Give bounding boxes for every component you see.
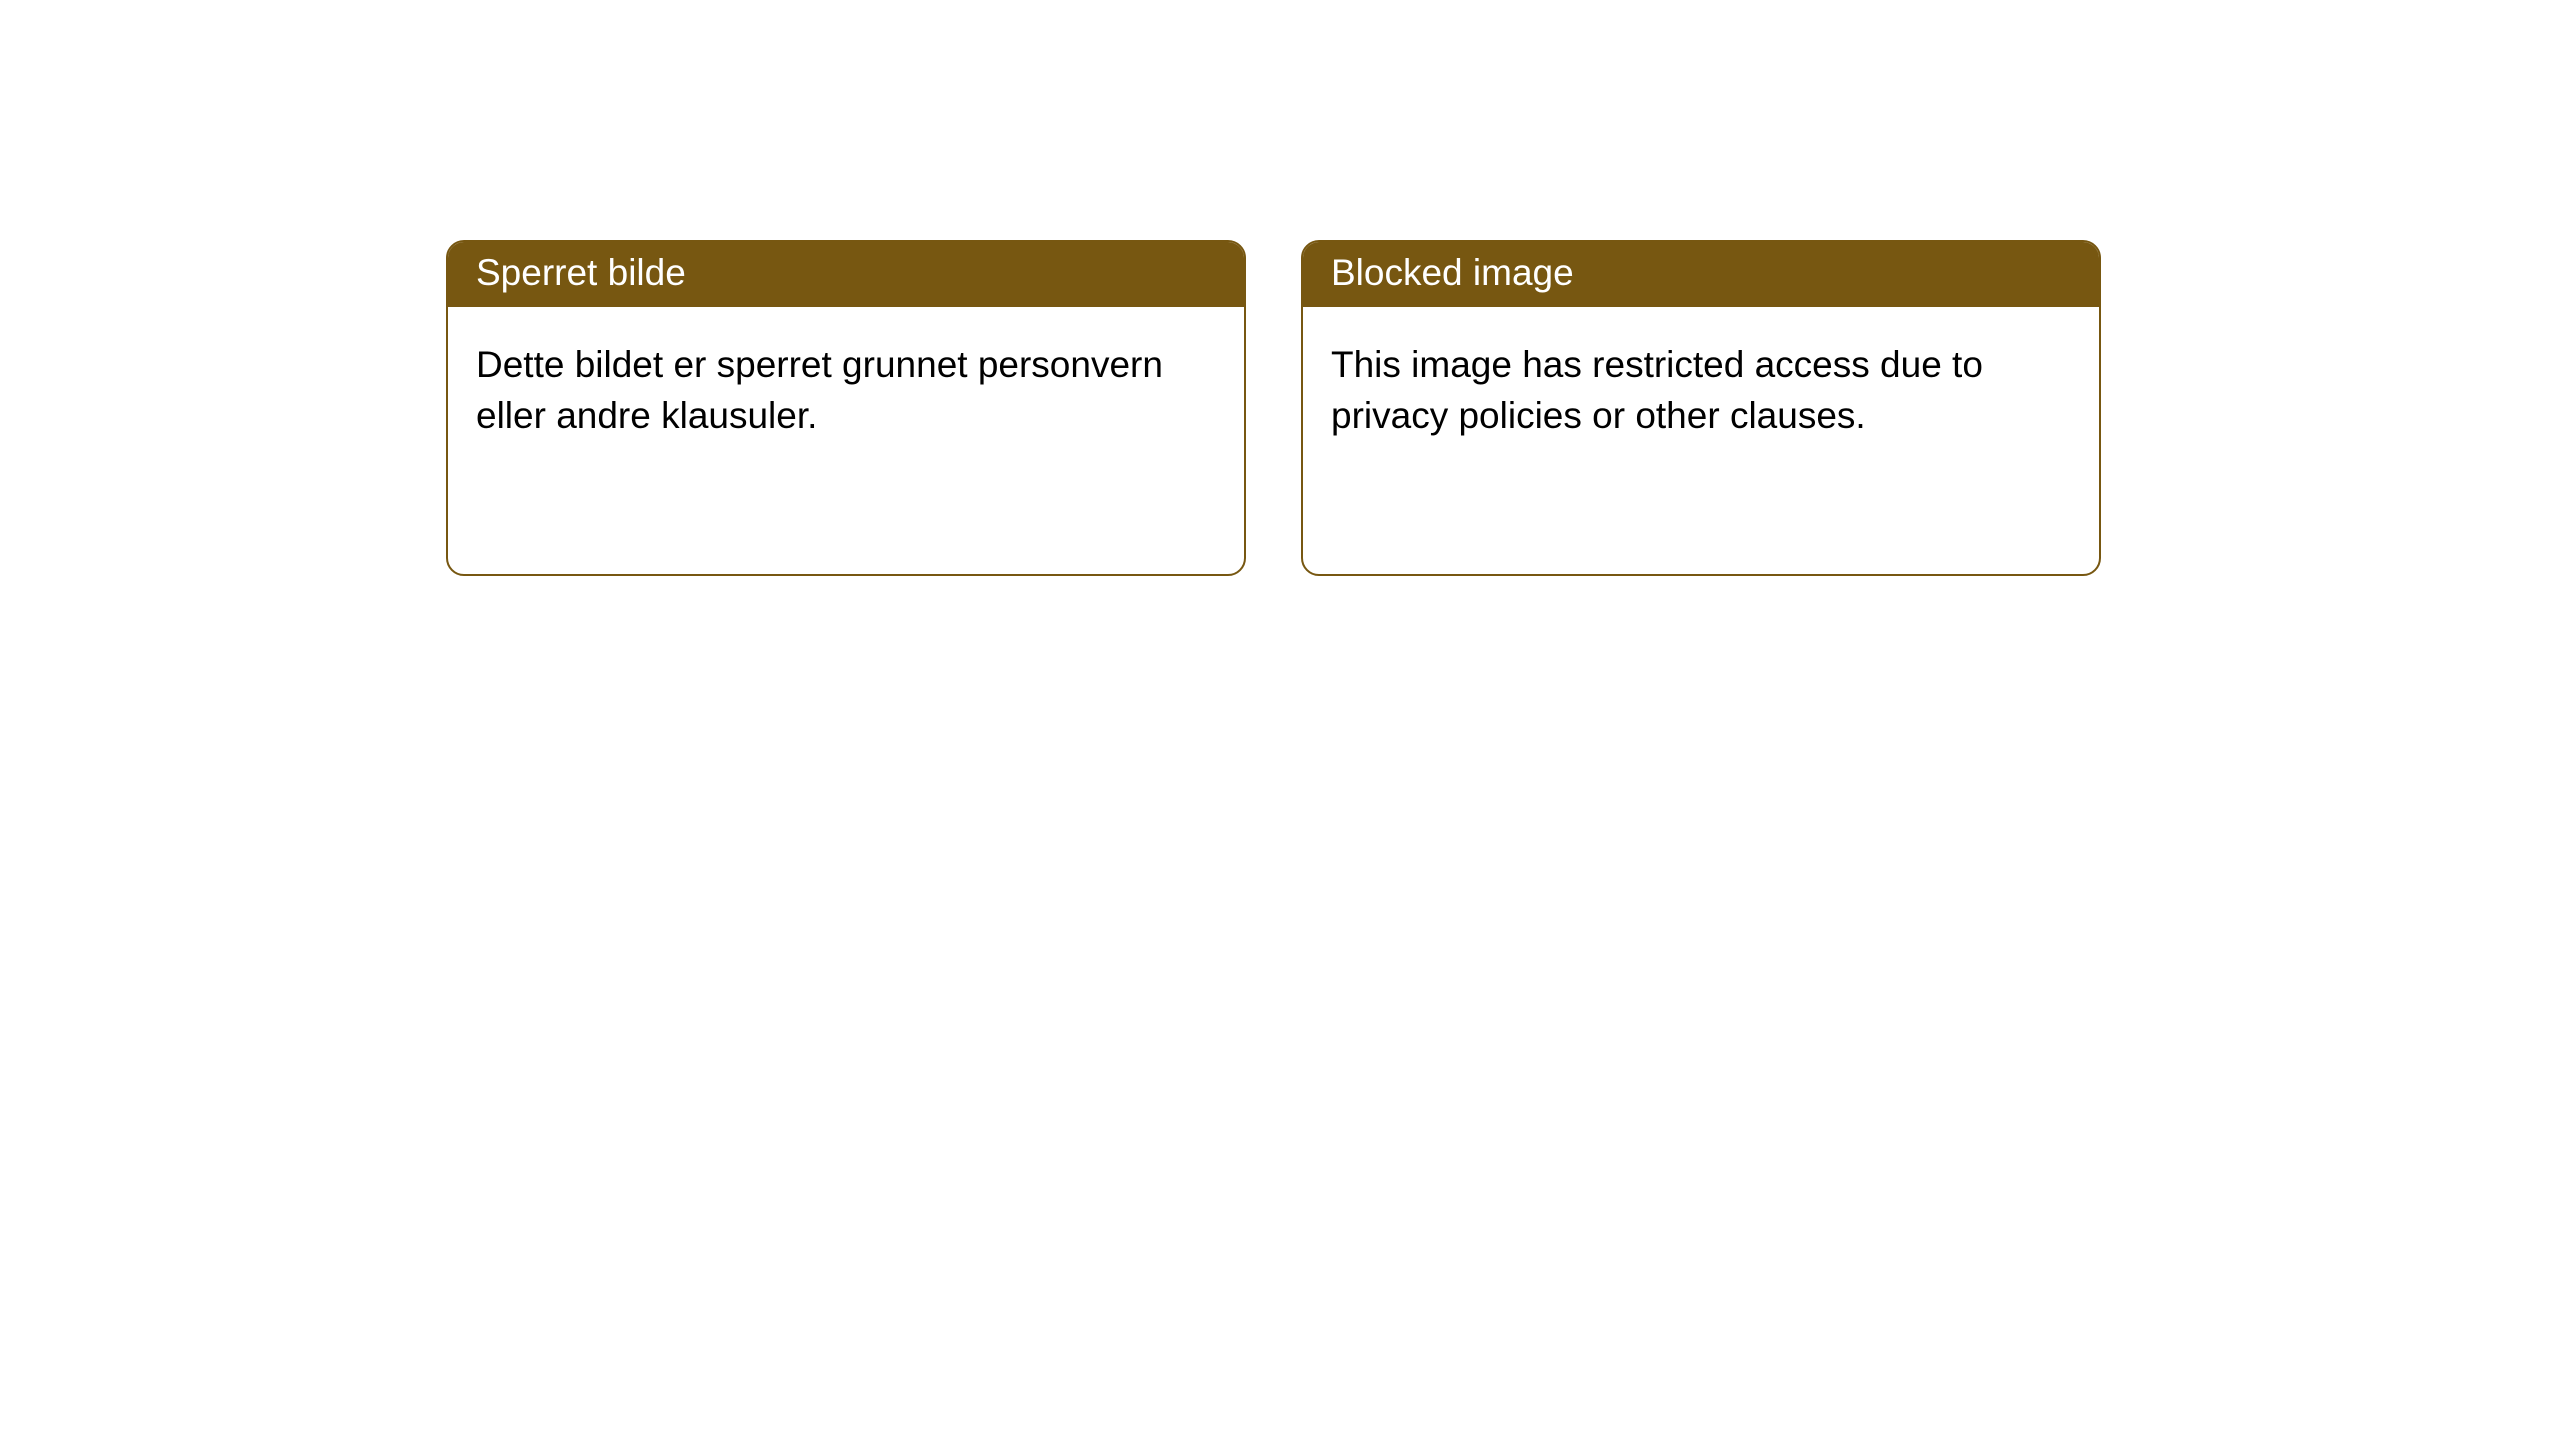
notice-card-norwegian: Sperret bilde Dette bildet er sperret gr…	[446, 240, 1246, 576]
card-header-english: Blocked image	[1303, 242, 2099, 307]
notice-cards-container: Sperret bilde Dette bildet er sperret gr…	[446, 240, 2101, 576]
card-body-english: This image has restricted access due to …	[1303, 307, 2099, 475]
notice-card-english: Blocked image This image has restricted …	[1301, 240, 2101, 576]
card-header-norwegian: Sperret bilde	[448, 242, 1244, 307]
card-body-norwegian: Dette bildet er sperret grunnet personve…	[448, 307, 1244, 475]
